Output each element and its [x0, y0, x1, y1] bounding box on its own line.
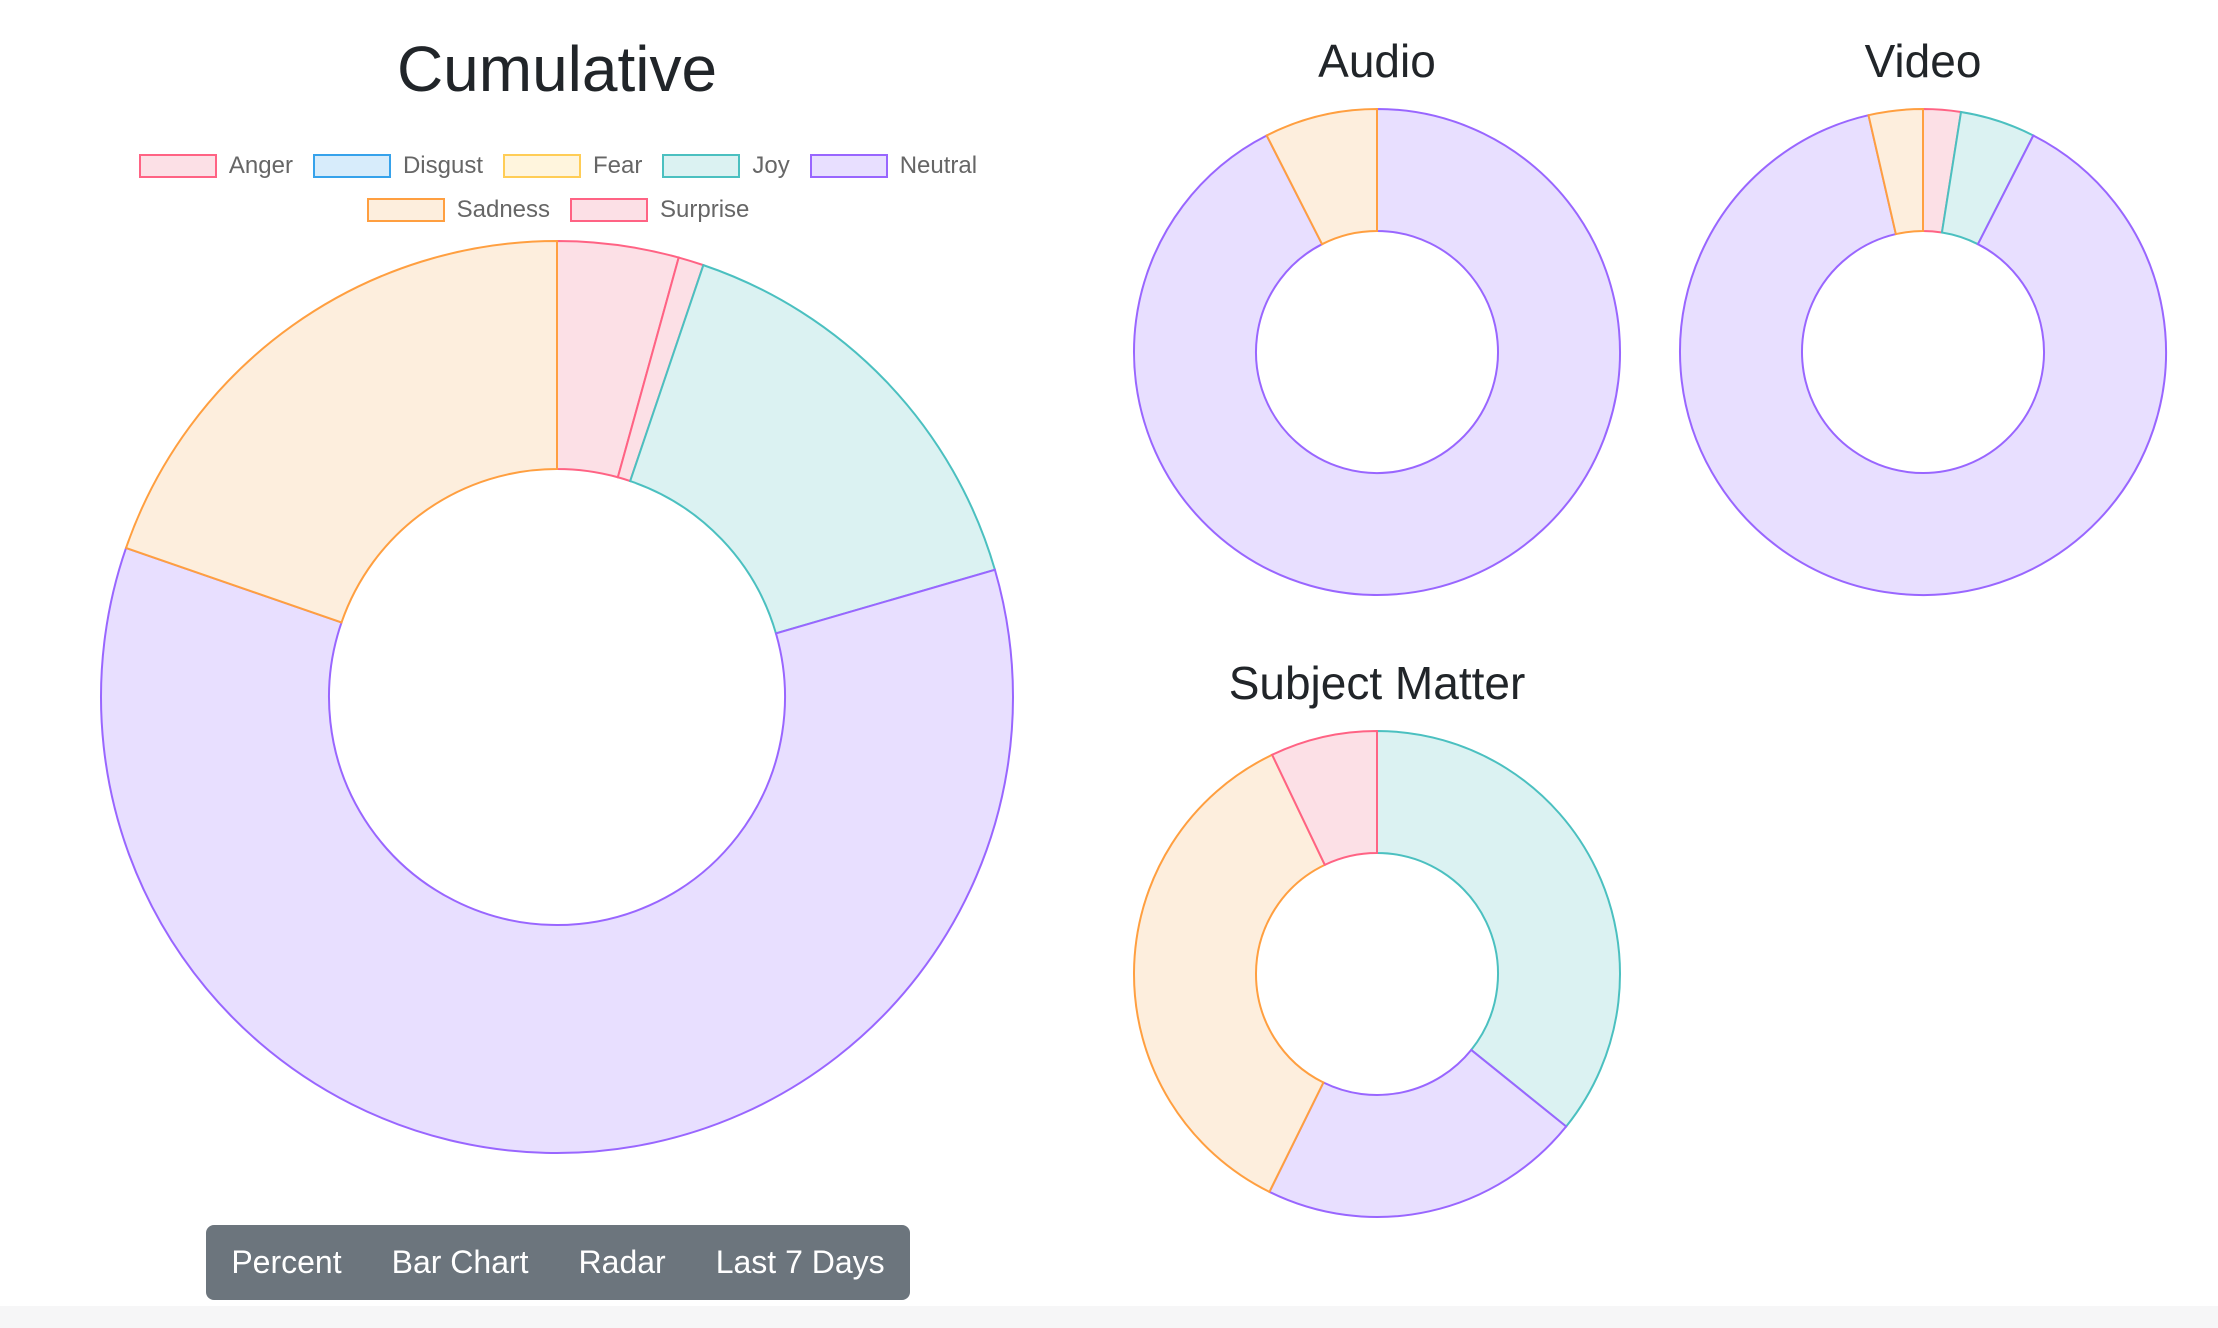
legend-swatch-fear — [502, 154, 581, 178]
audio-title: Audio — [1318, 35, 1436, 87]
slice-neutral[interactable] — [1133, 107, 1621, 596]
slice-surprise[interactable] — [1270, 729, 1378, 867]
legend-swatch-disgust — [312, 154, 391, 178]
legend-item-neutral[interactable]: Neutral — [809, 152, 978, 180]
legend-label-surprise: Surprise — [660, 196, 750, 223]
slice-neutral[interactable] — [100, 546, 1014, 1154]
chart-legend: Anger Disgust Fear Joy Neutral Sadness S… — [0, 144, 1116, 232]
view-toggle-button-group: Percent Bar Chart Radar Last 7 Days — [206, 1225, 910, 1300]
legend-item-sadness[interactable]: Sadness — [366, 196, 551, 224]
cumulative-title: Cumulative — [396, 33, 718, 105]
slice-sadness[interactable] — [1265, 107, 1378, 246]
legend-label-sadness: Sadness — [456, 196, 551, 223]
legend-item-disgust[interactable]: Disgust — [312, 152, 483, 180]
legend-row-2: Sadness Surprise — [0, 188, 1116, 232]
legend-item-fear[interactable]: Fear — [502, 152, 643, 180]
slice-neutral[interactable] — [1679, 113, 2167, 596]
radar-button[interactable]: Radar — [554, 1225, 691, 1300]
legend-swatch-joy — [662, 154, 741, 178]
last-7-days-button[interactable]: Last 7 Days — [691, 1225, 910, 1300]
legend-label-neutral: Neutral — [899, 152, 978, 179]
legend-item-anger[interactable]: Anger — [138, 152, 293, 180]
slice-sadness[interactable] — [1133, 753, 1327, 1194]
slice-sadness[interactable] — [1867, 107, 1924, 236]
video-title: Video — [1864, 35, 1982, 87]
legend-row-1: Anger Disgust Fear Joy Neutral — [0, 144, 1116, 188]
slice-joy[interactable] — [628, 263, 997, 635]
legend-label-fear: Fear — [592, 152, 643, 179]
slice-sadness[interactable] — [124, 239, 558, 624]
legend-label-joy: Joy — [752, 152, 790, 179]
legend-item-joy[interactable]: Joy — [662, 152, 790, 180]
legend-item-surprise[interactable]: Surprise — [570, 196, 749, 224]
legend-label-disgust: Disgust — [402, 152, 483, 179]
legend-swatch-neutral — [809, 154, 888, 178]
percent-button[interactable]: Percent — [206, 1225, 366, 1300]
bar-chart-button[interactable]: Bar Chart — [367, 1225, 554, 1300]
page-footer-strip — [0, 1306, 2218, 1328]
legend-swatch-surprise — [570, 198, 649, 222]
legend-label-anger: Anger — [228, 152, 293, 179]
subject-matter-title: Subject Matter — [1228, 657, 1526, 709]
legend-swatch-sadness — [366, 198, 445, 222]
legend-swatch-anger — [138, 154, 217, 178]
slice-joy[interactable] — [1376, 729, 1622, 1128]
slice-neutral[interactable] — [1268, 1048, 1568, 1218]
